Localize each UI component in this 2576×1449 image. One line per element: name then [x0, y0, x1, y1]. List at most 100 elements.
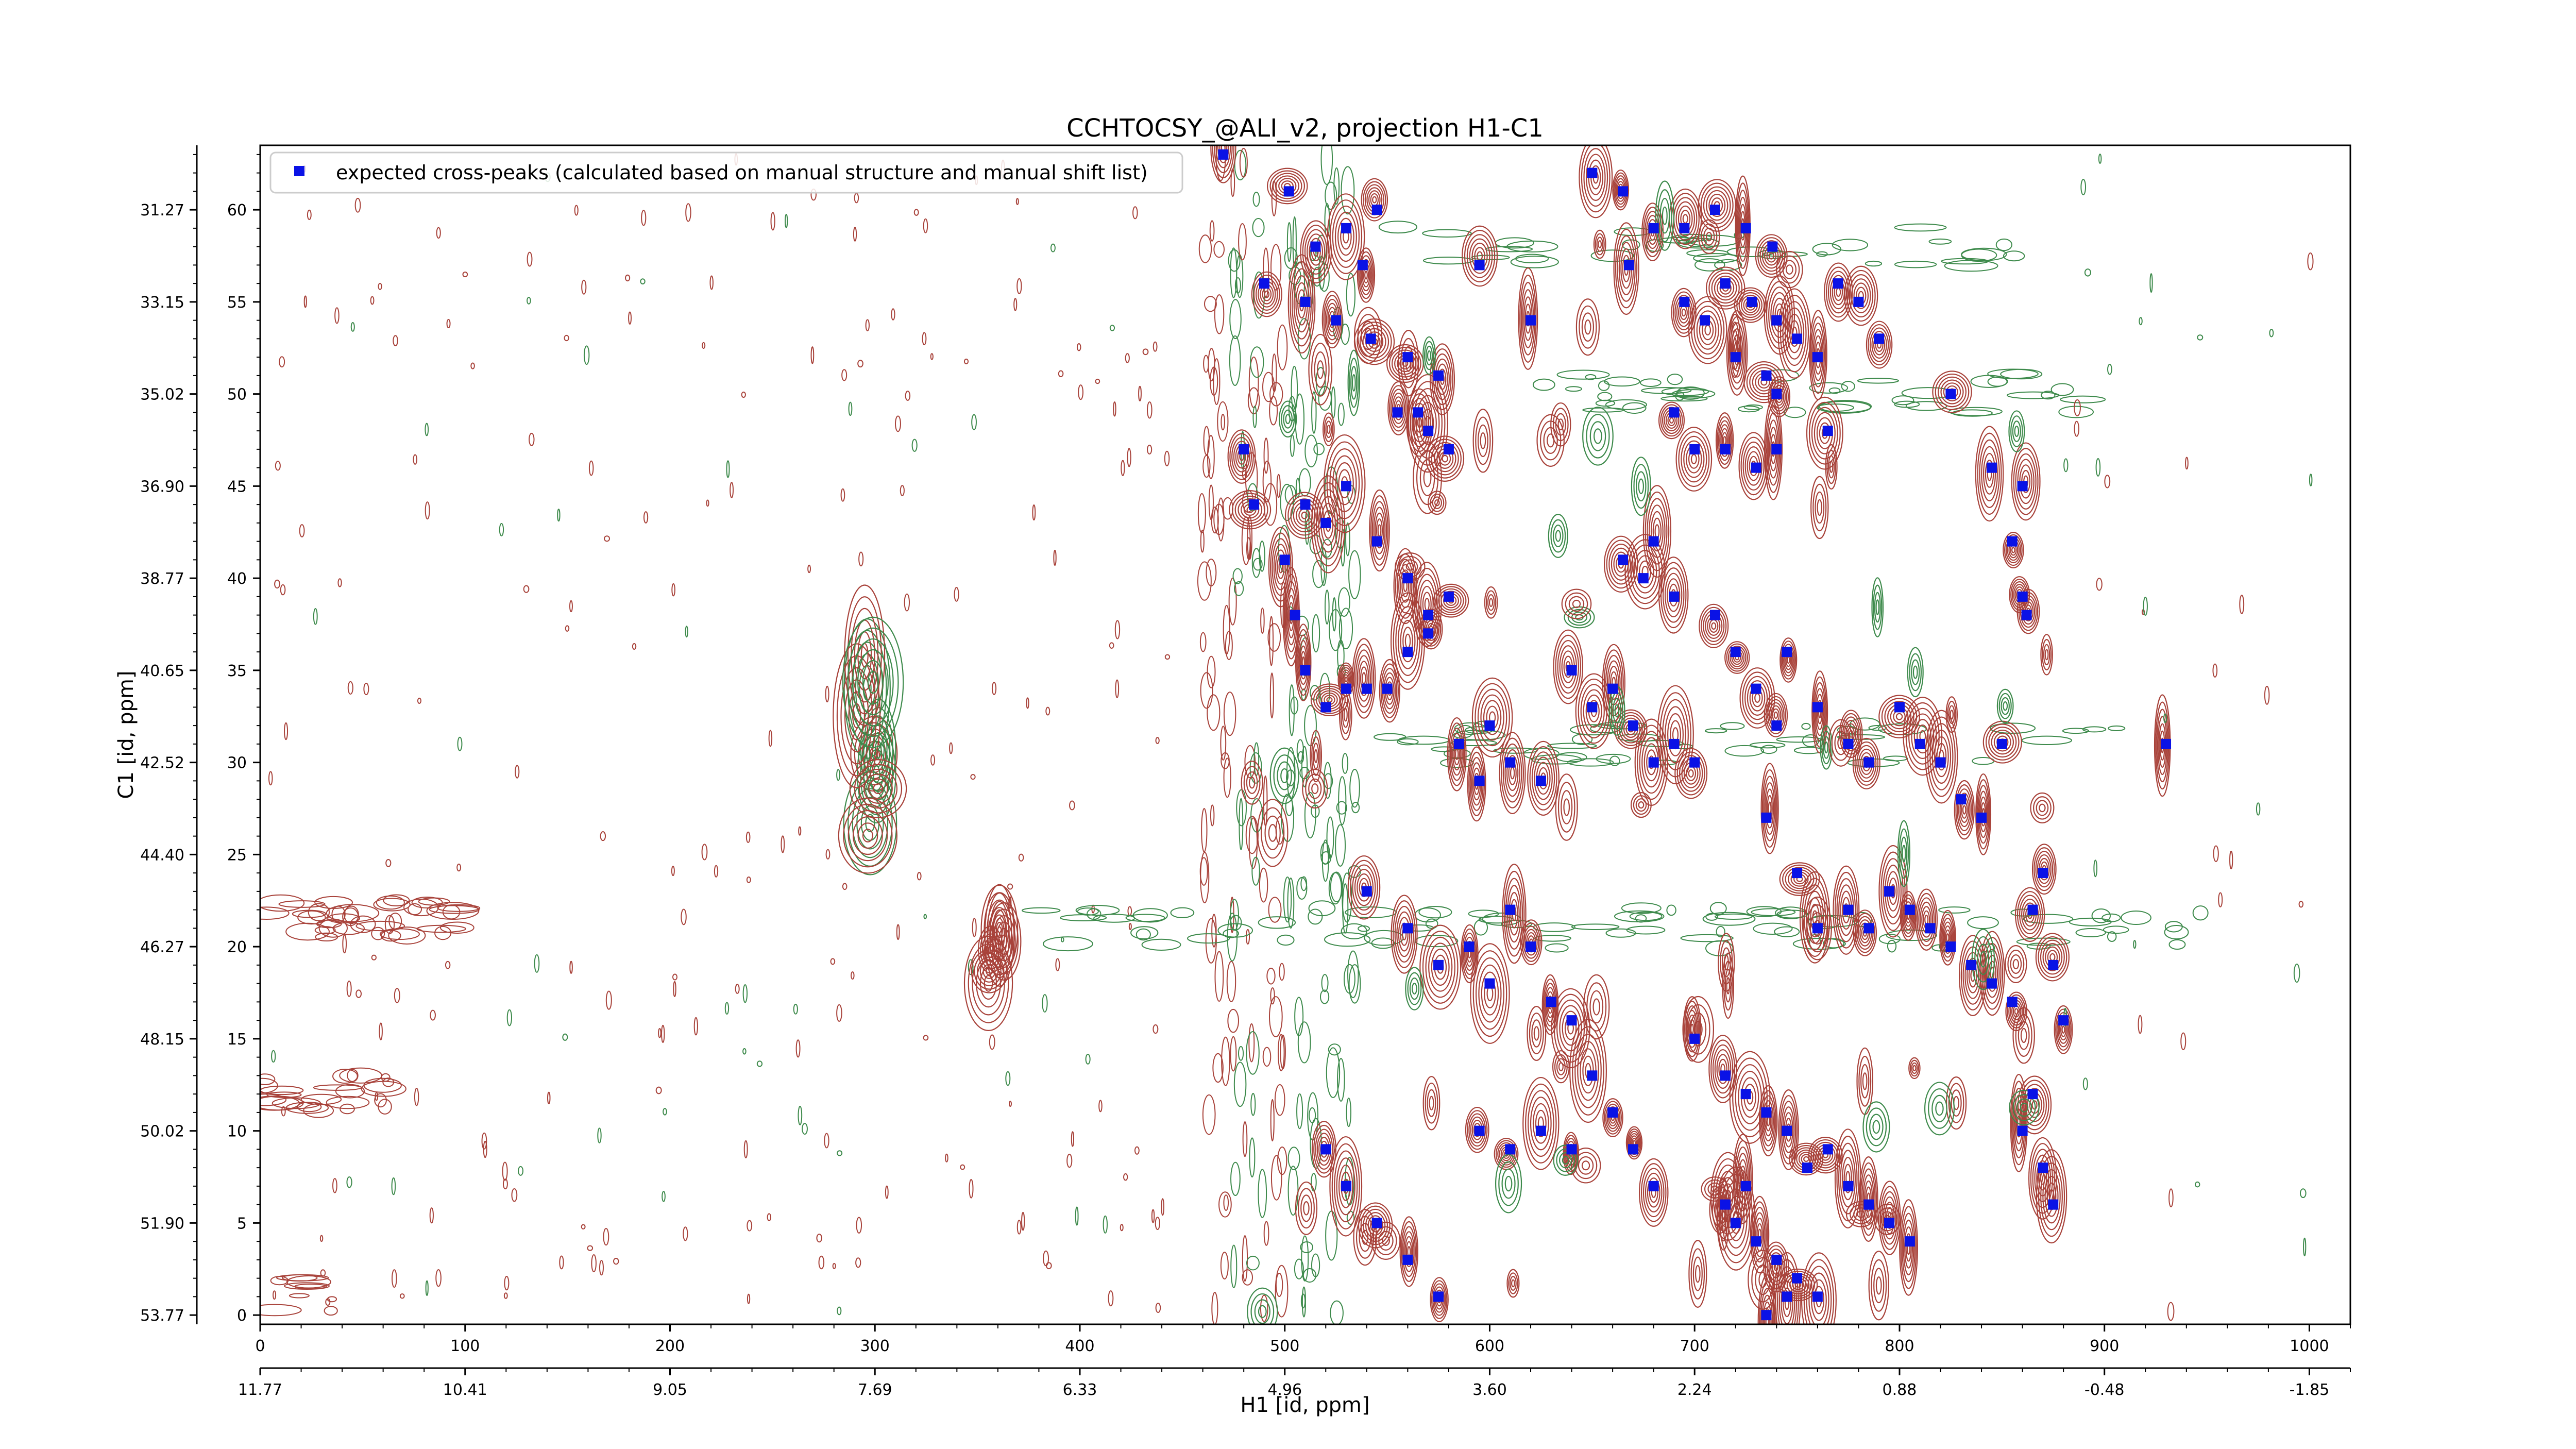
contour-ring	[1207, 694, 1221, 731]
contour-ring	[1425, 1082, 1438, 1124]
contour-ring	[1251, 548, 1261, 578]
cross-peak-marker	[1709, 205, 1720, 215]
contour-ring	[1760, 763, 1779, 854]
contour-ring	[1663, 567, 1685, 623]
contour-ring	[1858, 748, 1875, 779]
contour-ring	[1480, 432, 1486, 449]
contour-speck	[1155, 737, 1160, 744]
contour-ring	[1707, 1182, 1722, 1196]
contour-ring	[2011, 1081, 2027, 1166]
contour-ring	[1248, 1023, 1255, 1063]
y-ppm-tick-label: 42.52	[140, 754, 184, 772]
contour-ring	[1911, 659, 1920, 685]
contour-ring	[1877, 1207, 1897, 1232]
cross-peak-marker	[1761, 812, 1772, 823]
contour-speck	[605, 990, 612, 1010]
contour-ring	[1268, 527, 1293, 608]
contour-ring	[1693, 306, 1722, 355]
contour-ring	[1405, 563, 1415, 571]
contour-speck	[726, 460, 730, 478]
contour-ring	[2108, 725, 2126, 731]
contour-ring	[1323, 412, 1335, 446]
contour-ring	[1303, 1201, 1310, 1216]
contour-speck	[506, 1009, 512, 1026]
y-ppm-tick-label: 40.65	[140, 662, 184, 680]
contour-ring	[868, 778, 888, 799]
contour-ring	[1425, 936, 1455, 998]
contour-speck	[2218, 892, 2223, 907]
cross-peak-marker	[1382, 683, 1393, 694]
x-ppm-tick-label: -1.85	[2290, 1381, 2330, 1399]
contour-speck	[1142, 348, 1149, 356]
contour-speck	[671, 866, 675, 877]
contour-ring	[1862, 1101, 1890, 1153]
contour-speck	[1109, 642, 1114, 649]
cross-peak-marker	[1341, 223, 1352, 233]
contour-ring	[1911, 1062, 1918, 1074]
contour-ring	[1269, 396, 1278, 426]
cross-peak-marker	[1853, 296, 1864, 307]
contour-ring	[1865, 260, 1883, 267]
contour-ring	[1528, 1090, 1554, 1157]
contour-speck	[836, 1004, 842, 1022]
contour-ring	[963, 935, 1013, 1031]
cross-peak-marker	[2048, 1199, 2059, 1210]
contour-ring	[1325, 181, 1337, 210]
contour-ring	[1301, 746, 1308, 788]
contour-ring	[1344, 676, 1348, 683]
contour-ring	[1307, 233, 1326, 271]
cross-peak-marker	[1402, 923, 1413, 934]
contour-ring	[1871, 330, 1887, 359]
contour-ring	[1962, 805, 1967, 815]
contour-ring	[1842, 716, 1860, 751]
contour-ring	[1649, 504, 1666, 558]
contour-ring	[1784, 307, 1805, 360]
contour-speck	[1115, 679, 1120, 698]
chart-title: CCHTOCSY_@ALI_v2, projection H1-C1	[1066, 114, 1544, 143]
contour-ring	[1515, 254, 1549, 264]
contour-ring	[1726, 976, 1730, 995]
contour-ring	[1294, 997, 1304, 1037]
contour-ring	[1400, 338, 1417, 389]
contour-ring	[1829, 275, 1847, 310]
contour-ring	[300, 1093, 342, 1105]
contour-ring	[1647, 498, 1668, 565]
contour-ring	[1806, 396, 1843, 470]
cross-peak-marker	[1341, 683, 1352, 694]
contour-ring	[1781, 1101, 1797, 1159]
contour-ring	[1246, 537, 1251, 560]
contour-ring	[1939, 909, 1956, 966]
contour-speck	[2143, 597, 2148, 616]
contour-speck	[462, 271, 468, 278]
contour-ring	[1948, 705, 1955, 724]
contour-speck	[435, 1269, 442, 1287]
contour-ring	[1270, 987, 1275, 1005]
contour-ring	[1782, 260, 1797, 279]
contour-speck	[856, 1217, 862, 1234]
contour-speck	[2163, 713, 2167, 723]
contour-ring	[1342, 753, 1349, 774]
contour-speck	[2194, 1181, 2200, 1188]
legend[interactable]: expected cross-peaks (calculated based o…	[269, 151, 1183, 194]
contour-ring	[1287, 1147, 1300, 1170]
contour-ring	[1360, 259, 1372, 292]
cross-peak-marker	[1740, 1181, 1751, 1191]
contour-ring	[2033, 796, 2052, 820]
y-ppm-tick-label: 46.27	[140, 938, 184, 956]
contour-speck	[1076, 343, 1081, 351]
contour-ring	[1390, 389, 1407, 428]
contour-ring	[1869, 1114, 1884, 1140]
contour-ring	[1297, 634, 1310, 690]
contour-ring	[984, 937, 997, 962]
contour-ring	[1472, 409, 1494, 473]
contour-ring	[1559, 1005, 1582, 1052]
x-axis-index: 0 100 200 300 400 500 600 700 800 900 1000	[255, 1324, 2351, 1355]
contour-speck	[503, 1292, 508, 1299]
contour-speck	[837, 1150, 843, 1156]
contour-ring	[1233, 581, 1244, 596]
contour-ring	[416, 924, 467, 933]
contour-ring	[1324, 589, 1330, 625]
contour-ring	[1275, 1265, 1289, 1318]
contour-speck	[587, 1245, 594, 1251]
contour-speck	[347, 681, 353, 695]
